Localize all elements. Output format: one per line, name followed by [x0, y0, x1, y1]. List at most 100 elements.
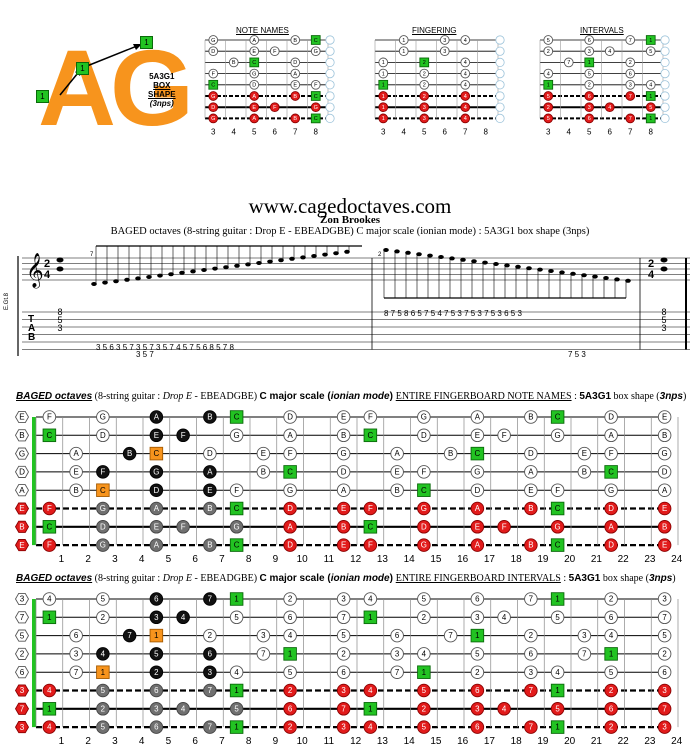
mini-note: 6: [625, 68, 636, 79]
note-marker: 3: [524, 665, 538, 679]
svg-text:4: 4: [47, 595, 52, 604]
note-marker: D: [283, 538, 297, 552]
note-marker: 7: [69, 665, 83, 679]
fret-number: 23: [644, 736, 656, 746]
svg-text:B: B: [261, 468, 266, 477]
tab-chord-number: 3: [661, 323, 666, 333]
svg-text:F: F: [314, 83, 318, 89]
note-marker: C: [550, 410, 565, 424]
svg-text:1: 1: [555, 723, 559, 732]
note-marker: D: [96, 520, 110, 534]
note-marker: G: [417, 538, 431, 552]
instrument-label: E.Gt.8: [4, 292, 10, 310]
note-marker: C: [229, 410, 244, 424]
note-marker: 3: [657, 592, 672, 606]
svg-text:2: 2: [101, 613, 105, 622]
mini-note: A: [249, 35, 260, 45]
tab-letter: T: [28, 314, 34, 325]
svg-text:F: F: [555, 486, 560, 495]
svg-text:7: 7: [662, 613, 666, 622]
svg-text:1: 1: [382, 71, 385, 77]
svg-text:D: D: [528, 449, 534, 458]
mini-diagram: 5 6 7 1 2 3 4 5 7 1 2 4 5 6 1 2 3 4 5 6 7 1 2 3 4 5 5 6 7 1 3 4 5 6 7 8: [539, 35, 670, 136]
fret-number: 19: [537, 554, 549, 565]
svg-text:6: 6: [588, 38, 591, 44]
tab-chord-number: 5: [57, 315, 62, 325]
ag-logo: AG 1 1 1: [30, 30, 194, 150]
fret-number: 22: [618, 554, 630, 565]
svg-text:1: 1: [368, 704, 372, 713]
note-marker: 6: [390, 628, 404, 643]
fret-number: 16: [457, 554, 469, 565]
note-marker: B: [122, 446, 137, 461]
fret-number: 6: [192, 736, 198, 746]
note-marker: 1: [470, 628, 485, 643]
note-marker: 4: [176, 610, 190, 625]
mini-note: 6: [584, 35, 595, 45]
svg-text:1: 1: [649, 94, 652, 100]
svg-text:2: 2: [423, 60, 426, 66]
svg-text:4: 4: [547, 71, 550, 77]
svg-text:E: E: [394, 468, 399, 477]
note-marker: 5: [550, 702, 565, 716]
open-string-marker: 3: [14, 684, 30, 697]
svg-text:D: D: [608, 541, 614, 550]
tab-chord-number: 3: [57, 323, 62, 333]
svg-text:2: 2: [288, 686, 292, 695]
svg-text:2: 2: [154, 668, 158, 677]
mini-note: 1: [543, 79, 554, 90]
svg-text:B: B: [528, 413, 533, 422]
svg-text:7: 7: [395, 668, 399, 677]
svg-text:1: 1: [154, 631, 158, 640]
note-marker: 5: [229, 702, 244, 716]
svg-text:A: A: [154, 413, 160, 422]
mini-title-note-names: NOTE NAMES: [236, 26, 289, 35]
svg-text:5: 5: [588, 71, 591, 77]
note-marker: 5: [657, 628, 672, 643]
svg-text:3: 3: [211, 127, 216, 136]
mini-note: 4: [460, 113, 471, 124]
svg-text:6: 6: [154, 686, 159, 695]
note-marker: E: [69, 465, 83, 479]
note-marker: 2: [96, 702, 110, 716]
mini-note: 7: [625, 35, 636, 45]
svg-text:3: 3: [546, 127, 551, 136]
svg-text:1: 1: [649, 38, 652, 44]
fret-number: 3: [112, 736, 118, 746]
fret-number: 10: [297, 554, 309, 565]
note-marker: A: [657, 483, 672, 497]
note-marker: A: [604, 520, 618, 534]
svg-text:C: C: [555, 541, 561, 550]
note-marker: 5: [229, 610, 244, 625]
note-marker: 4: [42, 683, 57, 698]
note-marker: G: [604, 483, 618, 497]
svg-text:2: 2: [288, 723, 292, 732]
note-marker: 5: [470, 647, 485, 661]
note-marker: 5: [283, 665, 297, 679]
fret-number: 3: [112, 554, 118, 565]
svg-text:G: G: [211, 116, 215, 122]
note-marker: 7: [657, 610, 672, 625]
note-marker: 1: [96, 665, 110, 679]
note-marker: D: [283, 501, 297, 516]
svg-text:5: 5: [649, 49, 652, 55]
note-marker: D: [417, 520, 431, 534]
svg-text:C: C: [314, 94, 318, 100]
svg-text:E: E: [662, 413, 667, 422]
svg-text:3: 3: [341, 723, 346, 732]
mini-diagram: 1 3 4 1 3 1 2 4 1 2 4 1 2 4 1 2 4 1 3 4 1 3 4 3 4 5 6 7 8: [374, 35, 505, 136]
mini-note: 4: [460, 68, 471, 79]
svg-text:D: D: [293, 60, 297, 66]
note-marker: E: [256, 446, 271, 461]
note-marker: D: [604, 410, 618, 424]
mini-note: 3: [625, 79, 636, 90]
svg-text:1: 1: [547, 83, 550, 89]
note-marker: A: [336, 483, 351, 497]
svg-text:A: A: [73, 449, 79, 458]
svg-text:3: 3: [341, 686, 346, 695]
logo-marker-1: 1: [36, 90, 49, 103]
svg-text:G: G: [608, 486, 614, 495]
svg-text:C: C: [100, 486, 106, 495]
tab-chord-number: 8: [57, 307, 62, 317]
